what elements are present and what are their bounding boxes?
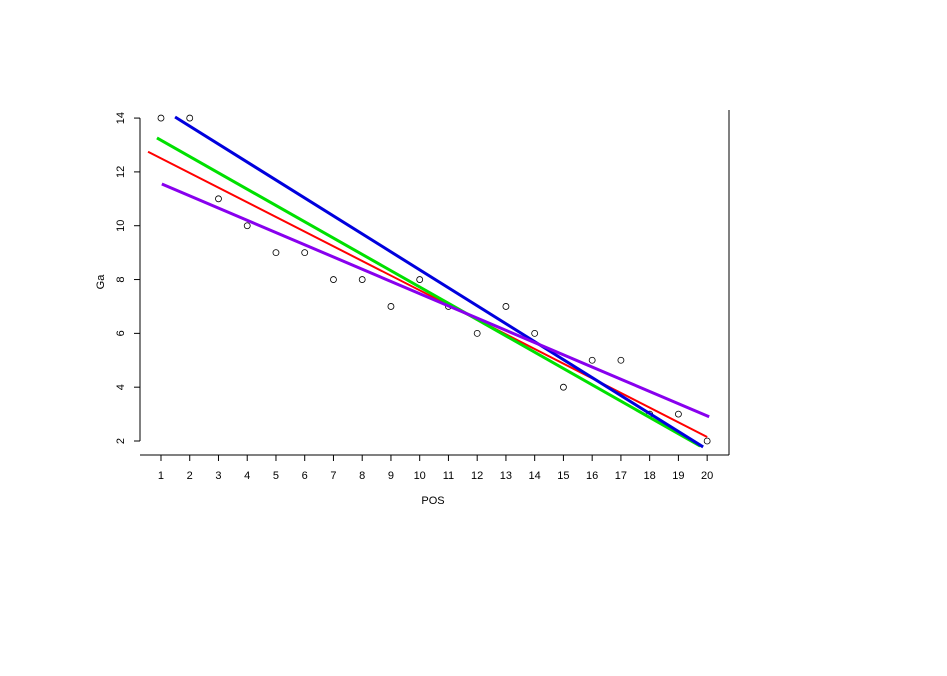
x-tick-label: 15 — [557, 470, 569, 482]
fit-line — [156, 136, 701, 448]
y-tick-label: 14 — [115, 112, 127, 124]
fit-line — [147, 150, 708, 438]
x-tick-label: 4 — [244, 470, 250, 482]
point — [186, 114, 194, 122]
y-tick-label: 4 — [115, 384, 127, 390]
point — [588, 356, 596, 364]
x-tick-label: 17 — [615, 470, 627, 482]
point — [243, 222, 251, 230]
x-tick-label: 20 — [701, 470, 713, 482]
point — [358, 276, 366, 283]
x-tick-label: 16 — [586, 470, 598, 482]
y-tick-label: 10 — [115, 220, 127, 232]
x-tick-label: 14 — [529, 470, 541, 482]
point — [272, 249, 280, 257]
x-tick-label: 1 — [158, 470, 164, 482]
x-tick-label: 8 — [359, 470, 365, 482]
point — [215, 195, 222, 203]
x-tick-label: 7 — [330, 470, 336, 482]
point — [560, 383, 567, 391]
x-tick-label: 2 — [187, 470, 193, 482]
x-tick-label: 12 — [471, 470, 483, 482]
point — [416, 276, 424, 283]
y-axis-label: Ga — [95, 274, 107, 290]
y-tick-label: 6 — [115, 330, 127, 336]
y-tick-label: 12 — [115, 166, 127, 178]
x-axis-label: POS — [421, 495, 444, 507]
point — [387, 303, 395, 310]
point — [473, 329, 481, 337]
x-tick-label: 11 — [443, 470, 454, 482]
point — [301, 249, 309, 257]
x-tick-label: 18 — [644, 470, 656, 482]
point — [617, 356, 625, 364]
fit-line — [174, 115, 704, 449]
point — [675, 410, 682, 418]
y-tick-label: 8 — [115, 276, 127, 282]
point — [531, 329, 539, 337]
x-tick-label: 6 — [302, 470, 308, 482]
x-tick-label: 3 — [215, 470, 221, 482]
y-tick-label: 2 — [115, 438, 127, 444]
x-tick-label: 9 — [388, 470, 394, 482]
point — [502, 303, 510, 310]
x-tick-label: 13 — [500, 470, 512, 482]
x-tick-label: 10 — [414, 470, 426, 482]
point — [330, 276, 337, 283]
point — [157, 114, 165, 122]
x-tick-label: 19 — [672, 470, 684, 482]
x-tick-label: 5 — [273, 470, 279, 482]
point — [703, 437, 711, 445]
fit-line — [161, 182, 710, 419]
